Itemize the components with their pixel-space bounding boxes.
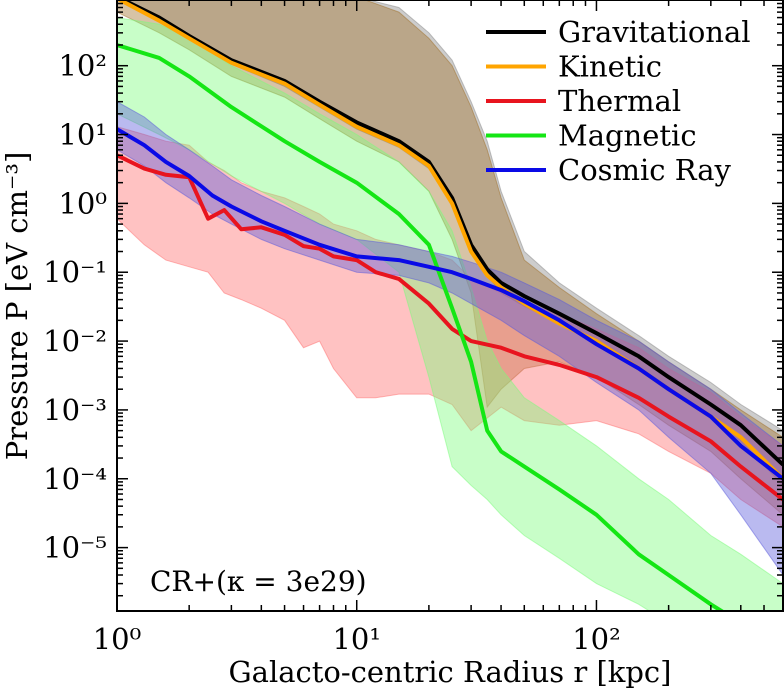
legend-label-cosmic-ray: Cosmic Ray (558, 153, 732, 187)
line-cosmic-ray (117, 127, 783, 481)
y-axis-label: Pressure P [eV cm⁻³] (0, 152, 34, 461)
y-tick-label: 10⁻⁴ (43, 462, 107, 496)
line-gravitational (118, 0, 783, 467)
legend: GravitationalKineticThermalMagneticCosmi… (486, 15, 751, 187)
legend-label-magnetic: Magnetic (558, 119, 697, 153)
legend-label-kinetic: Kinetic (558, 50, 662, 84)
legend-label-gravitational: Gravitational (558, 15, 751, 49)
x-axis-label: Galacto-centric Radius r [kpc] (228, 655, 671, 689)
legend-label-thermal: Thermal (558, 84, 681, 118)
y-tick-label: 10⁻¹ (43, 255, 107, 289)
line-magnetic (117, 43, 726, 611)
model-annotation: CR+(κ = 3e29) (150, 565, 367, 598)
y-tick-label: 10⁻² (43, 324, 107, 358)
x-tick-label: 10² (572, 622, 621, 656)
x-tick-label: 10¹ (332, 622, 381, 656)
y-tick-label: 10⁻⁵ (43, 531, 107, 565)
plot-frame (116, 0, 784, 612)
line-thermal (117, 153, 783, 502)
x-tick-label: 10⁰ (93, 622, 142, 656)
y-tick-label: 10⁰ (58, 186, 107, 220)
band-gravitational (117, 0, 783, 487)
y-tick-label: 10⁻³ (43, 393, 107, 427)
band-cosmic-ray (117, 101, 783, 576)
y-tick-label: 10¹ (58, 118, 107, 152)
y-tick-label: 10² (58, 49, 107, 83)
